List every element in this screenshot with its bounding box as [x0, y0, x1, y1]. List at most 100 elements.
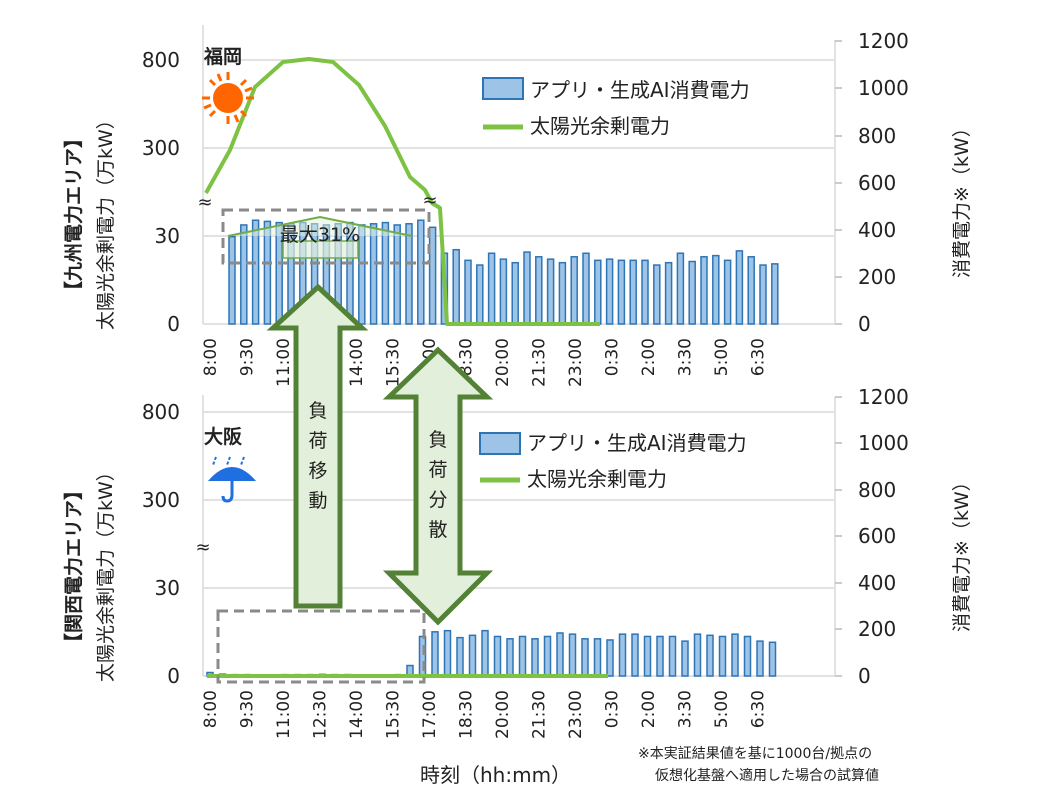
svg-text:負荷移動: 負荷移動 — [308, 400, 327, 512]
bar — [523, 251, 531, 325]
bar — [593, 638, 602, 677]
x-tick-label: 23:00 — [566, 338, 586, 387]
bar — [543, 635, 552, 677]
x-tick-label: 11:00 — [274, 338, 294, 387]
max-label: 最大31% — [280, 224, 360, 246]
right-axis-title: 消費電力※（kW） — [951, 472, 973, 632]
x-tick-label: 3:30 — [676, 338, 696, 376]
bar — [228, 235, 236, 325]
x-axis-title: 時刻（hh:mm） — [420, 763, 571, 787]
bar — [617, 259, 626, 325]
top-peak-box — [221, 208, 431, 265]
bar — [546, 258, 555, 325]
x-tick-label: 20:00 — [493, 338, 513, 387]
top-solar-line — [204, 57, 600, 326]
bar — [688, 260, 696, 325]
bar — [468, 634, 477, 677]
right-tick: 0 — [858, 664, 871, 688]
bar — [629, 259, 637, 325]
right-tick: 1000 — [858, 431, 909, 455]
bar — [405, 223, 413, 325]
bar — [381, 221, 390, 325]
load-spread-label: 負荷分散 — [428, 429, 447, 541]
legend-line: 太陽光余剰電力 — [530, 114, 670, 138]
bar — [743, 635, 752, 677]
right-tick: 200 — [858, 265, 896, 289]
bar — [706, 634, 714, 677]
city-label-osaka: 大阪 — [204, 425, 243, 448]
top-legend: アプリ・生成AI消費電力 太陽光余剰電力 — [482, 77, 750, 138]
right-tick: 400 — [858, 218, 896, 242]
x-tick-label: 21:30 — [530, 338, 550, 387]
x-tick-label: 8:00 — [201, 338, 221, 376]
max-callout — [227, 215, 413, 259]
right-tick: 600 — [858, 171, 896, 195]
city-label-fukuoka: 福岡 — [203, 45, 242, 68]
x-tick-label: 14:00 — [347, 338, 367, 387]
bar — [240, 224, 248, 325]
x-tick-label: 17:00 — [420, 690, 440, 739]
bar — [653, 264, 661, 325]
x-tick-label: 3:30 — [676, 690, 696, 728]
left-tick: 300 — [142, 136, 180, 160]
bar — [464, 259, 472, 325]
bar — [700, 256, 708, 325]
region-label-kyushu: 【九州電力エリア】 — [62, 129, 85, 300]
left-tick: 300 — [142, 488, 180, 512]
bar — [476, 264, 484, 325]
bar — [452, 248, 460, 325]
left-axis-title: 太陽光余剰電力（万kW） — [95, 462, 117, 682]
x-tick-label: 18:30 — [457, 690, 477, 739]
region-label-kansai: 【関西電力エリア】 — [62, 481, 85, 652]
right-tick: 1200 — [858, 29, 909, 53]
bar — [656, 635, 664, 677]
bar — [693, 633, 702, 677]
bottom-low-box — [216, 609, 426, 684]
bar — [511, 261, 519, 325]
x-tick-label: 2:00 — [639, 690, 659, 728]
left-tick: 800 — [142, 48, 180, 72]
x-tick-label: 9:30 — [238, 338, 258, 376]
bar — [618, 633, 627, 677]
right-tick: 400 — [858, 571, 896, 595]
right-tick: 600 — [858, 524, 896, 548]
x-tick-label: 23:00 — [566, 690, 586, 739]
left-tick: 0 — [167, 312, 180, 336]
load-shift-label: 負荷移動 — [308, 400, 327, 512]
legend-bars: アプリ・生成AI消費電力 — [530, 78, 750, 102]
right-tick: 1200 — [858, 385, 909, 409]
bar — [369, 223, 378, 325]
x-tick-label: 20:00 — [493, 690, 513, 739]
bar — [735, 250, 744, 325]
x-tick-label: 5:00 — [712, 338, 732, 376]
bar — [581, 638, 589, 677]
bar — [582, 252, 590, 325]
bar — [771, 263, 779, 325]
x-tick-label: 6:30 — [749, 690, 769, 728]
bar — [681, 640, 689, 677]
bar — [493, 635, 502, 677]
left-tick: 30 — [155, 576, 180, 600]
kyushu-chart: 最大31% ≈ ≈ 福岡 800 300 30 0 1200 — [62, 25, 973, 387]
footnote-line-1: ※本実証結果値を基に1000台/拠点の — [638, 745, 872, 762]
x-tick-label: 15:30 — [384, 690, 404, 739]
bar — [428, 226, 437, 325]
bar — [556, 632, 564, 677]
bottom-x-ticks: 8:00 9:30 11:00 12:30 14:00 15:30 17:00 18:30 20… — [201, 690, 769, 739]
svg-text:負荷分散: 負荷分散 — [428, 429, 447, 541]
bar — [676, 252, 685, 325]
bar — [263, 220, 272, 325]
bar — [535, 256, 543, 325]
left-tick: 30 — [155, 224, 180, 248]
bar — [631, 633, 639, 677]
right-axis-title: 消費電力※（kW） — [951, 118, 973, 278]
bar — [759, 264, 767, 325]
bar — [499, 258, 508, 325]
kansai-chart: ≈ 大阪 800 300 30 0 1200 1000 800 600 400 … — [62, 385, 973, 787]
bar — [431, 631, 439, 677]
right-tick: 800 — [858, 478, 896, 502]
bar — [506, 638, 514, 677]
legend-line: 太陽光余剰電力 — [527, 467, 667, 491]
top-x-ticks: 8:009:3011:0012:3014:0015:3017:0018:3020… — [201, 338, 769, 387]
